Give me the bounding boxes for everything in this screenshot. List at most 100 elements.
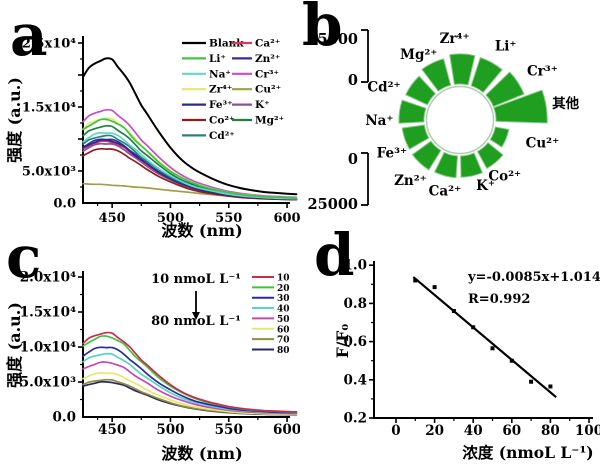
- fit-line: [412, 276, 557, 399]
- y-tick-label: 0.6: [344, 334, 368, 350]
- annotation-to: 80 nmoL L⁻¹: [151, 314, 241, 329]
- panel-b-radial-chart: 其他 Cr³⁺ Li⁺ Zr⁴⁺Mg²⁺ Cd²⁺ Na⁺ Fe³⁺ Zn²⁺Ca²⁺ K⁺Co…: [308, 29, 580, 213]
- legend-label: Li⁺: [209, 53, 226, 65]
- y-tick-label: 1.5x10⁴: [20, 305, 76, 321]
- series-curve-K⁺: [82, 142, 298, 201]
- legend-label: 80: [277, 346, 290, 356]
- legend-label: Zn²⁺: [255, 53, 280, 65]
- x-tick-label: 550: [215, 422, 243, 438]
- radial-bar-Li⁺: [470, 56, 503, 94]
- data-point: [432, 285, 437, 290]
- radial-bar-其他: [493, 89, 548, 124]
- x-tick-label: 60: [502, 423, 521, 439]
- legend-label: Mg²⁺: [255, 115, 284, 127]
- legend-label: 60: [277, 325, 290, 335]
- panel-c-letter: c: [6, 223, 42, 291]
- legend-label: 10: [277, 274, 290, 284]
- data-point: [451, 309, 456, 314]
- x-tick-label: 0: [391, 423, 400, 439]
- legend-label: 50: [277, 315, 290, 325]
- x-tick-label: 600: [273, 422, 300, 438]
- x-tick-label: 500: [156, 422, 184, 438]
- data-point: [509, 358, 514, 363]
- series-curve-Zn²⁺: [82, 138, 298, 200]
- series-curve-10: [82, 331, 298, 413]
- legend-label: K⁺: [255, 99, 270, 111]
- y-tick-label: 2.5x10⁴: [22, 37, 76, 52]
- y-tick-label: 1.0x10⁴: [20, 340, 76, 356]
- data-point: [413, 278, 418, 283]
- y-axis-title: 强度 (a.u.): [5, 302, 24, 388]
- scale-label: 0: [348, 151, 358, 168]
- ion-label: K⁺: [476, 178, 495, 194]
- x-tick-label: 20: [425, 423, 444, 439]
- panel-a-letter: a: [10, 1, 48, 69]
- data-point: [490, 346, 495, 351]
- x-tick-label: 100: [575, 423, 600, 439]
- y-tick-label: 5.0x10³: [20, 375, 76, 391]
- legend-label: 30: [277, 294, 290, 304]
- x-tick-label: 550: [215, 211, 242, 226]
- legend-label: Blank: [209, 38, 244, 50]
- legend-label: Fe³⁺: [209, 99, 233, 111]
- x-axis-title: 波数 (nm): [161, 444, 242, 463]
- center-circle: [425, 85, 495, 155]
- data-point: [471, 325, 476, 330]
- series-curve-60: [82, 372, 298, 416]
- radial-bar-Cu²⁺: [489, 126, 510, 148]
- y-axis-title: 强度 (a.u.): [5, 77, 24, 163]
- radial-bar-Ca²⁺: [433, 151, 459, 179]
- axes: [82, 271, 290, 418]
- y-tick-label: 0.8: [344, 296, 368, 312]
- scale-label: 0: [348, 72, 358, 89]
- annotation-from: 10 nmoL L⁻¹: [151, 272, 241, 287]
- y-tick-label: 5.0x10³: [22, 165, 76, 180]
- ion-label: Cr³⁺: [527, 64, 558, 80]
- radial-bar-K⁺: [460, 152, 484, 178]
- series-curve-Fe³⁺: [82, 138, 298, 201]
- ion-label: 其他: [552, 95, 580, 112]
- ion-label: Zn²⁺: [394, 173, 427, 189]
- correlation-label: R=0.992: [468, 292, 530, 307]
- series-curve-Blank: [82, 57, 298, 196]
- equation-label: y=-0.0085x+1.0143: [467, 270, 600, 285]
- x-tick-label: 450: [99, 211, 126, 226]
- axes: [82, 36, 290, 204]
- panel-d-letter: d: [314, 221, 355, 289]
- radial-bar-Cr³⁺: [485, 71, 525, 108]
- data-point: [529, 379, 534, 384]
- ion-label: Li⁺: [495, 39, 517, 55]
- arrow-down-icon: [192, 312, 200, 320]
- y-tick-label: 2.0x10⁴: [20, 270, 76, 286]
- scale-label: 25000: [308, 196, 358, 213]
- radial-bar-Zr⁴⁺: [449, 53, 476, 86]
- legend-label: Zr⁴⁺: [209, 84, 232, 96]
- legend-label: Ca²⁺: [255, 38, 280, 50]
- ion-label: Zr⁴⁺: [440, 31, 470, 47]
- series-curve-Na⁺: [82, 132, 298, 200]
- ion-label: Cu²⁺: [526, 135, 560, 151]
- ion-label: Fe³⁺: [377, 145, 407, 161]
- data-point: [548, 384, 553, 389]
- legend-label: Cd²⁺: [209, 130, 235, 142]
- x-axis-title: 浓度 (nmoL L⁻¹): [462, 443, 593, 462]
- radial-bar-Fe³⁺: [401, 124, 430, 150]
- legend-label: Na⁺: [209, 68, 231, 80]
- radial-bar-Zn²⁺: [411, 140, 442, 171]
- legend-label: 40: [277, 305, 290, 315]
- scale-label: 25000: [308, 31, 358, 48]
- y-tick-label: 1.5x10⁴: [22, 101, 76, 116]
- radial-bar-Co²⁺: [476, 141, 504, 170]
- x-tick-label: 450: [98, 422, 126, 438]
- x-axis-title: 波数 (nm): [161, 221, 242, 238]
- y-axis-title: F/F₀: [333, 324, 352, 359]
- ion-label: Co²⁺: [488, 169, 521, 185]
- y-tick-label: 0.0: [53, 410, 77, 426]
- x-tick-label: 40: [464, 423, 483, 439]
- y-tick-label: 0.2: [344, 411, 368, 427]
- panel-b-letter: b: [302, 0, 343, 59]
- legend-label: 70: [277, 336, 290, 346]
- panel-c-spectra-chart: 450 500 550 600 0.0 5.0x10³ 1.0x10⁴ 1.5x10⁴ 2.0x…: [5, 270, 300, 464]
- x-tick-label: 80: [541, 423, 560, 439]
- ion-label: Na⁺: [365, 113, 393, 129]
